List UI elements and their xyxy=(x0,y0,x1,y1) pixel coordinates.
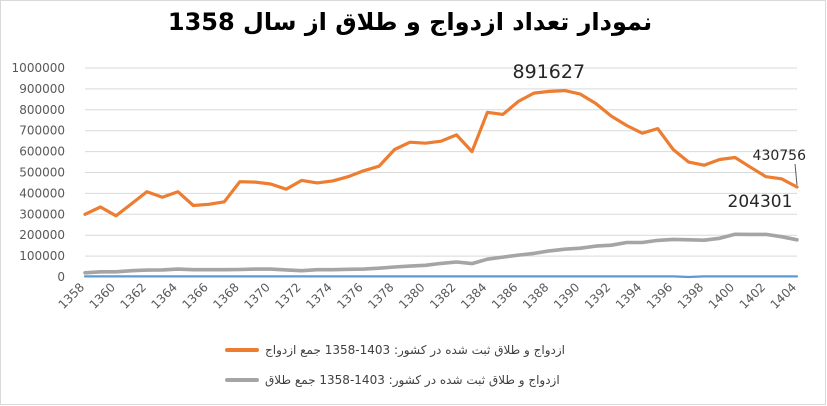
y-tick-label: 200000 xyxy=(19,228,65,242)
x-tick-label: 1382 xyxy=(427,280,458,311)
y-tick-label: 1000000 xyxy=(12,61,65,75)
x-tick-label: 1358 xyxy=(56,280,87,311)
x-tick-label: 1402 xyxy=(737,280,768,311)
x-tick-label: 1392 xyxy=(582,280,613,311)
x-tick-label: 1394 xyxy=(613,280,644,311)
x-tick-label: 1370 xyxy=(241,280,272,311)
y-tick-label: 100000 xyxy=(19,249,65,263)
x-tick-label: 1378 xyxy=(365,280,396,311)
series-line-baseline xyxy=(85,276,797,277)
x-tick-label: 1362 xyxy=(118,280,149,311)
series-line-divorce xyxy=(85,234,797,272)
y-tick-label: 800000 xyxy=(19,103,65,117)
data-label-last: 430756 xyxy=(753,148,807,164)
x-tick-label: 1384 xyxy=(458,280,489,311)
data-label-peak: 891627 xyxy=(513,61,586,83)
x-tick-label: 1400 xyxy=(706,280,737,311)
y-tick-label: 900000 xyxy=(19,82,65,96)
y-tick-label: 0 xyxy=(57,270,65,284)
x-tick-label: 1368 xyxy=(210,280,241,311)
y-tick-label: 300000 xyxy=(19,207,65,221)
x-tick-label: 1380 xyxy=(396,280,427,311)
x-tick-label: 1388 xyxy=(520,280,551,311)
x-tick-label: 1386 xyxy=(489,280,520,311)
data-label-divorce: 204301 xyxy=(728,192,793,212)
x-tick-label: 1376 xyxy=(334,280,365,311)
data-label-leader xyxy=(795,164,797,185)
x-tick-label: 1398 xyxy=(675,280,706,311)
x-tick-label: 1372 xyxy=(272,280,303,311)
x-tick-label: 1360 xyxy=(87,280,118,311)
x-tick-label: 1404 xyxy=(768,280,799,311)
x-tick-label: 1366 xyxy=(179,280,210,311)
y-tick-label: 400000 xyxy=(19,186,65,200)
y-tick-label: 600000 xyxy=(19,145,65,159)
x-tick-label: 1390 xyxy=(551,280,582,311)
x-tick-label: 1374 xyxy=(303,280,334,311)
y-tick-label: 700000 xyxy=(19,124,65,138)
y-tick-label: 500000 xyxy=(19,166,65,180)
x-tick-label: 1364 xyxy=(148,280,179,311)
x-tick-label: 1396 xyxy=(644,280,675,311)
